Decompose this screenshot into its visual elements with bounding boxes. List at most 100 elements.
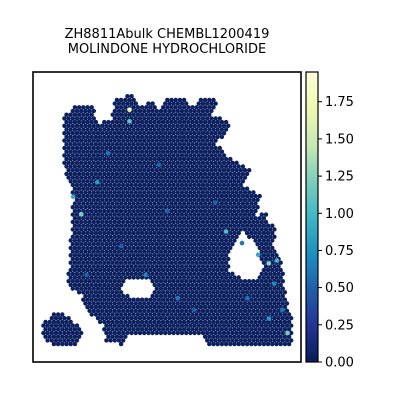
tissue-spot [173, 260, 178, 265]
tissue-spot [169, 319, 174, 325]
tissue-spot [200, 316, 206, 321]
tissue-spot [156, 127, 162, 132]
tissue-spot [217, 286, 222, 291]
tissue-spot [83, 205, 88, 210]
tissue-spot [236, 334, 241, 339]
tissue-spot [217, 293, 222, 299]
tissue-spot [192, 286, 197, 291]
tissue-spot [175, 316, 180, 321]
tissue-spot [232, 201, 237, 206]
tissue-spot [242, 168, 248, 173]
tissue-spot [242, 279, 248, 284]
tissue-spot [131, 327, 136, 332]
tissue-spot [74, 160, 80, 165]
tissue-spot [142, 182, 147, 188]
tissue-spot [121, 116, 126, 121]
tissue-spot [87, 227, 92, 232]
tissue-spot [135, 149, 141, 154]
tissue-spot [106, 156, 111, 162]
tissue-spot [270, 312, 275, 317]
tissue-spot [190, 127, 195, 132]
tissue-spot [209, 323, 214, 328]
tissue-spot [146, 227, 151, 232]
tissue-spot [234, 205, 239, 210]
tissue-spot [242, 212, 248, 217]
tissue-spot [165, 149, 170, 154]
tissue-spot [196, 205, 201, 210]
tissue-spot [232, 193, 237, 199]
tissue-spot [219, 334, 225, 339]
tissue-spot [83, 219, 88, 225]
tissue-spot [209, 242, 214, 247]
tissue-spot [106, 312, 111, 317]
tissue-spot [226, 160, 231, 165]
tissue-spot [169, 193, 174, 199]
tissue-spot [133, 301, 138, 306]
tissue-spot [79, 271, 84, 276]
tissue-spot [100, 242, 105, 247]
tissue-spot [72, 223, 78, 228]
tissue-spot [194, 112, 199, 117]
tissue-spot [181, 156, 187, 162]
tissue-spot [106, 119, 111, 125]
tissue-spot [223, 267, 229, 273]
tissue-spot [154, 123, 159, 128]
tissue-spot [194, 245, 199, 251]
tissue-spot [150, 256, 155, 262]
tissue-spot [106, 260, 111, 265]
tissue-spot [106, 201, 111, 206]
tissue-spot [198, 327, 204, 332]
tissue-spot [207, 290, 212, 295]
tissue-spot [144, 260, 149, 265]
tissue-spot [280, 279, 285, 284]
tissue-spot [85, 297, 90, 302]
tissue-spot [144, 193, 149, 199]
tissue-spot [194, 119, 199, 125]
tissue-spot [91, 182, 97, 188]
tissue-spot [148, 260, 153, 265]
tissue-spot [230, 205, 235, 210]
tissue-spot [102, 193, 107, 199]
tissue-spot [144, 312, 149, 317]
tissue-spot [110, 282, 115, 288]
tissue-spot [270, 297, 275, 302]
tissue-spot [70, 160, 76, 165]
tissue-spot [118, 208, 124, 214]
tissue-spot [148, 119, 153, 125]
tissue-spot [66, 153, 71, 158]
tissue-spot [131, 119, 136, 125]
tissue-spot [64, 142, 69, 147]
tissue-spot [97, 171, 103, 177]
tissue-spot [202, 230, 208, 236]
tissue-spot [236, 290, 241, 295]
tissue-spot [230, 197, 235, 202]
tissue-spot [253, 230, 258, 236]
tissue-spot [62, 330, 67, 336]
tissue-spot [276, 264, 281, 269]
tissue-spot [118, 275, 124, 280]
tissue-spot [116, 219, 122, 225]
tissue-spot [68, 282, 73, 288]
tissue-spot [179, 308, 185, 313]
tissue-spot [91, 249, 97, 254]
tissue-spot [257, 230, 262, 236]
tissue-spot [100, 279, 105, 284]
tissue-spot [221, 271, 227, 276]
tissue-spot [156, 179, 162, 184]
tissue-spot [158, 256, 164, 262]
tissue-spot [76, 260, 82, 265]
tissue-spot [221, 242, 227, 247]
tissue-spot [263, 308, 269, 313]
tissue-spot [118, 134, 124, 140]
tissue-spot [228, 297, 233, 302]
tissue-spot [68, 341, 73, 347]
tissue-spot [91, 197, 97, 202]
tissue-spot [123, 134, 128, 140]
tissue-spot [221, 249, 227, 254]
tissue-spot [139, 319, 145, 325]
tissue-spot [226, 182, 231, 188]
tissue-spot [200, 227, 206, 232]
tissue-spot [81, 253, 86, 258]
tissue-spot [221, 182, 227, 188]
tissue-spot [251, 190, 256, 195]
